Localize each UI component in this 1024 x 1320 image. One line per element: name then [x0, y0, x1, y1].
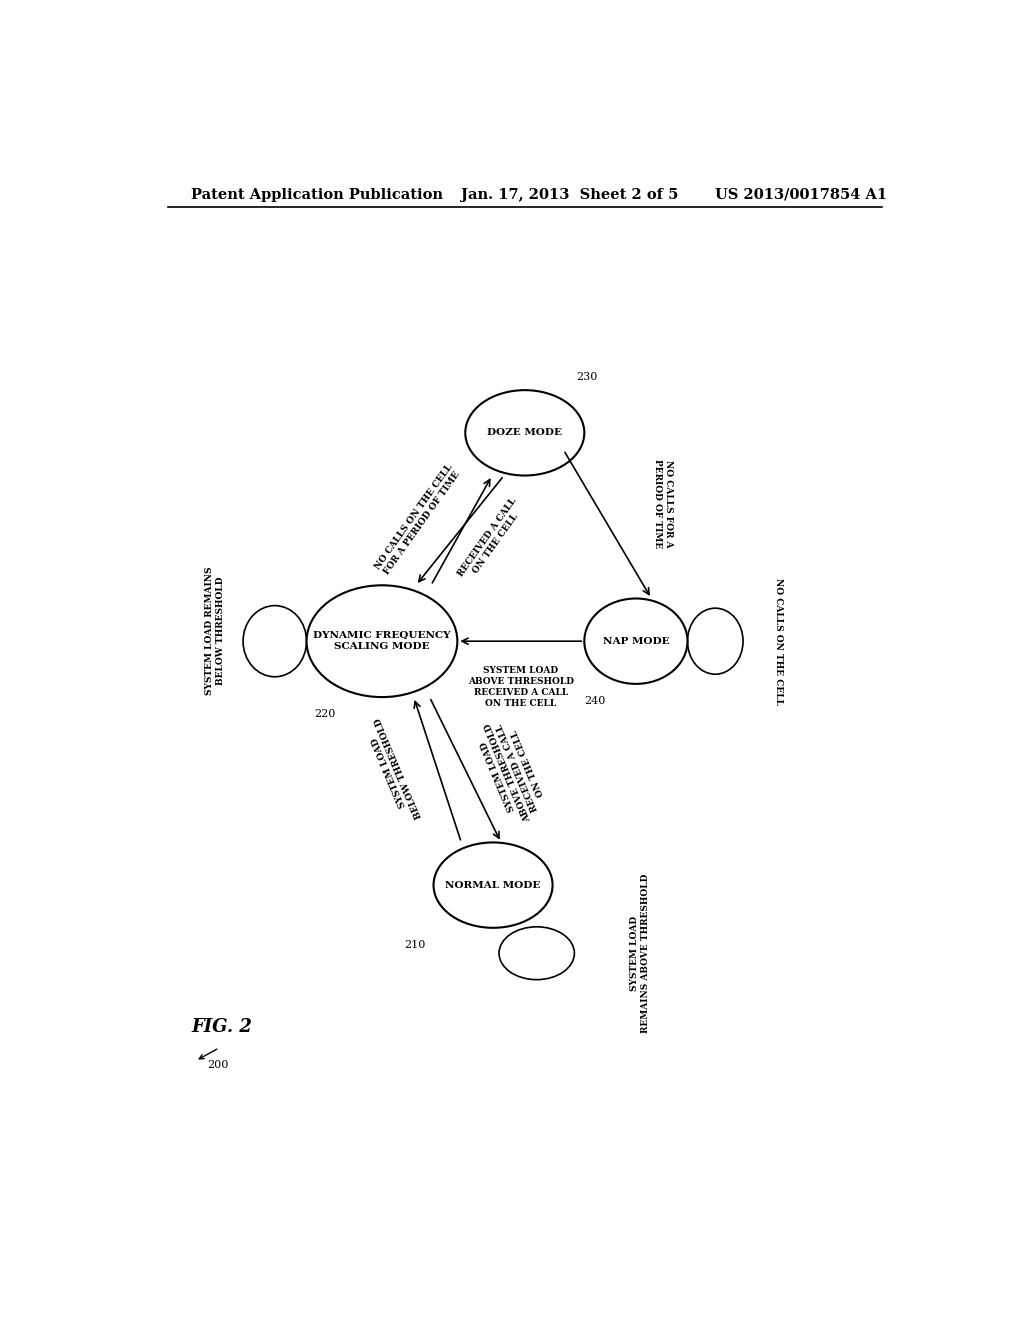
Text: SYSTEM LOAD
ABOVE THRESHOLD
RECEIVED A CALL
ON THE CELL: SYSTEM LOAD ABOVE THRESHOLD RECEIVED A C…	[473, 713, 552, 826]
Text: NO CALLS ON THE CELL: NO CALLS ON THE CELL	[774, 578, 783, 705]
Text: SYSTEM LOAD
ABOVE THRESHOLD
RECEIVED A CALL
ON THE CELL: SYSTEM LOAD ABOVE THRESHOLD RECEIVED A C…	[468, 667, 573, 708]
Text: NORMAL MODE: NORMAL MODE	[445, 880, 541, 890]
Text: US 2013/0017854 A1: US 2013/0017854 A1	[715, 187, 888, 202]
Text: 220: 220	[314, 709, 336, 719]
Text: DYNAMIC FREQUENCY
SCALING MODE: DYNAMIC FREQUENCY SCALING MODE	[313, 631, 451, 651]
Text: NO CALLS ON THE CELL
FOR A PERIOD OF TIME: NO CALLS ON THE CELL FOR A PERIOD OF TIM…	[373, 463, 463, 578]
Text: NAP MODE: NAP MODE	[602, 636, 670, 645]
Text: DOZE MODE: DOZE MODE	[487, 428, 562, 437]
Text: SYSTEM LOAD
REMAINS ABOVE THRESHOLD: SYSTEM LOAD REMAINS ABOVE THRESHOLD	[630, 874, 650, 1034]
Text: FIG. 2: FIG. 2	[191, 1019, 252, 1036]
Text: SYSTEM LOAD REMAINS
BELOW THRESHOLD: SYSTEM LOAD REMAINS BELOW THRESHOLD	[206, 566, 225, 696]
Text: 200: 200	[207, 1060, 228, 1071]
Ellipse shape	[465, 391, 585, 475]
Ellipse shape	[433, 842, 553, 928]
Text: NO CALLS FOR A
PERIOD OF TIME: NO CALLS FOR A PERIOD OF TIME	[653, 459, 673, 549]
Ellipse shape	[306, 585, 458, 697]
Text: SYSTEM LOAD
BELOW THRESHOLD: SYSTEM LOAD BELOW THRESHOLD	[364, 715, 424, 824]
Text: Jan. 17, 2013  Sheet 2 of 5: Jan. 17, 2013 Sheet 2 of 5	[461, 187, 679, 202]
Text: 230: 230	[577, 372, 598, 381]
Text: Patent Application Publication: Patent Application Publication	[191, 187, 443, 202]
Ellipse shape	[585, 598, 687, 684]
Text: 210: 210	[404, 940, 426, 950]
Text: 240: 240	[585, 696, 605, 706]
Text: RECEIVED A CALL
ON THE CELL: RECEIVED A CALL ON THE CELL	[457, 496, 527, 585]
